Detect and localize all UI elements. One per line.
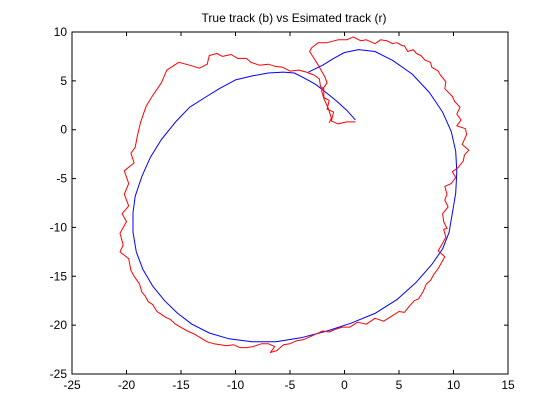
plot-layer	[119, 36, 470, 353]
plot-area	[71, 31, 509, 375]
y-tick-label: 5	[60, 74, 67, 88]
tick-layer: -25 -20 -15 -10 -5 0 5 10 15 -25 -20 -15 -10 -5 0 5 10	[50, 25, 515, 392]
y-tick-label: 0	[60, 123, 67, 137]
x-tick-label: -25	[63, 378, 81, 392]
x-tick-label: 0	[341, 378, 348, 392]
x-tick-label: 5	[396, 378, 403, 392]
y-tick-label: -15	[50, 269, 68, 283]
x-tick-label: -20	[118, 378, 136, 392]
estimated-track-line	[119, 36, 470, 353]
y-tick-label: -10	[50, 220, 68, 234]
y-tick-label: -5	[56, 172, 67, 186]
chart-title: True track (b) vs Esimated track (r)	[202, 11, 387, 25]
y-tick-label: -25	[50, 367, 68, 381]
x-tick-label: 15	[501, 378, 515, 392]
x-tick-label: -10	[227, 378, 245, 392]
x-tick-label: 10	[447, 378, 461, 392]
y-tick-label: -20	[50, 318, 68, 332]
y-tick-label: 10	[54, 25, 68, 39]
x-tick-label: -5	[285, 378, 296, 392]
x-tick-label: -15	[172, 378, 190, 392]
true-track-line	[132, 49, 458, 343]
